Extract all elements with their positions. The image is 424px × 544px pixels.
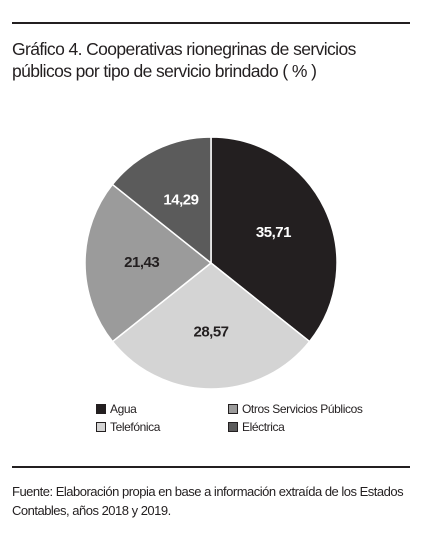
legend-label: Eléctrica xyxy=(242,420,285,434)
legend-label: Agua xyxy=(110,402,137,416)
pie-slice xyxy=(84,183,213,343)
pie-slice xyxy=(111,262,311,390)
legend: Agua Telefónica Otros Servicios Públicos El… xyxy=(96,400,378,436)
chart: 35,71 28,57 21,43 14,29 xyxy=(84,136,338,390)
legend-swatch xyxy=(96,422,106,432)
chart-title: Gráfico 4. Cooperativas rionegrinas de s… xyxy=(12,39,356,81)
source-note: Fuente: Elaboración propia en base a inf… xyxy=(12,484,404,518)
bottom-rule xyxy=(12,466,410,468)
legend-label: Telefónica xyxy=(110,420,161,434)
data-label: 14,29 xyxy=(163,192,198,209)
legend-swatch xyxy=(228,422,238,432)
legend-item: Agua xyxy=(96,400,228,418)
legend-item: Eléctrica xyxy=(228,418,378,436)
legend-label: Otros Servicios Públicos xyxy=(242,402,363,416)
legend-swatch xyxy=(228,404,238,414)
data-label: 21,43 xyxy=(124,254,159,271)
pie-slice xyxy=(210,136,338,343)
data-label: 35,71 xyxy=(256,224,291,241)
legend-item: Otros Servicios Públicos xyxy=(228,400,378,418)
legend-item: Telefónica xyxy=(96,418,228,436)
data-label: 28,57 xyxy=(193,323,228,340)
pie-slice xyxy=(111,136,212,265)
legend-swatch xyxy=(96,404,106,414)
top-rule xyxy=(12,22,410,24)
